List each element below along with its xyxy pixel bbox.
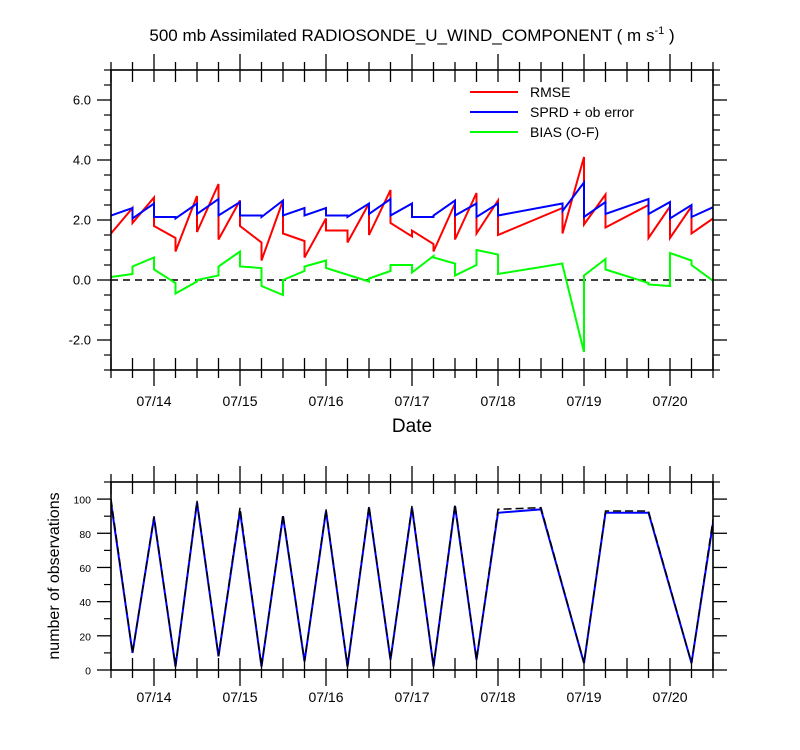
x-tick-label: 07/17: [394, 689, 429, 705]
series-line-bias-o-f: [111, 248, 713, 353]
y-tick-label: 20: [79, 631, 91, 643]
legend: RMSE SPRD + ob error BIAS (O-F): [470, 84, 634, 140]
top-panel: -2.0 0.0 2.0 4.0 6.0 07/14 07/15 07/16 07/17 07/1…: [69, 54, 727, 437]
y-tick-label: 0: [85, 666, 91, 678]
x-tick-label: 07/20: [652, 393, 687, 409]
x-tick-label: 07/19: [566, 689, 601, 705]
x-axis-label: Date: [392, 416, 432, 437]
chart-title-main: 500 mb Assimilated RADIOSONDE_U_WIND_COM…: [149, 26, 654, 45]
legend-label: SPRD + ob error: [530, 104, 634, 120]
y-tick-label: 40: [79, 597, 91, 609]
x-tick-label: 07/19: [566, 393, 601, 409]
series-lines: [111, 156, 713, 353]
x-tick-label: 07/18: [480, 393, 515, 409]
x-tick-label: 07/15: [222, 689, 257, 705]
bottom-series-line-1: [111, 502, 713, 667]
series-lines: [111, 498, 713, 667]
y-axis-label: number of observations: [46, 492, 63, 659]
x-tick-label: 07/14: [136, 689, 171, 705]
bottom-series-line-2: [111, 498, 713, 667]
bottom-panel: 0 20 40 60 80 100 07/14 07/15 07/16 07/17 07/18 07/…: [46, 466, 727, 705]
chart-title: 500 mb Assimilated RADIOSONDE_U_WIND_COM…: [149, 25, 674, 45]
series-line-rmse: [111, 156, 713, 261]
top-tick-marks: [110, 54, 714, 386]
y-tick-label: 100: [73, 495, 91, 507]
y-tick-label: 6.0: [73, 93, 91, 108]
legend-label: RMSE: [530, 84, 570, 100]
x-tick-label: 07/15: [222, 393, 257, 409]
y-tick-label: 60: [79, 563, 91, 575]
legend-label: BIAS (O-F): [530, 124, 599, 140]
y-tick-label: 4.0: [73, 153, 91, 168]
x-tick-label: 07/18: [480, 689, 515, 705]
x-tick-label: 07/14: [136, 393, 171, 409]
x-tick-label: 07/17: [394, 393, 429, 409]
y-tick-label: 2.0: [73, 213, 91, 228]
chart-title-end: ): [664, 26, 674, 45]
y-tick-label: 80: [79, 529, 91, 541]
y-tick-label: -2.0: [69, 333, 91, 348]
chart-title-superscript: -1: [654, 25, 664, 37]
series-line-sprd-ob-error: [111, 179, 713, 221]
x-tick-label: 07/16: [308, 689, 343, 705]
bottom-tick-marks: [110, 466, 714, 686]
y-tick-label: 0.0: [73, 273, 91, 288]
x-tick-label: 07/20: [652, 689, 687, 705]
x-tick-label: 07/16: [308, 393, 343, 409]
